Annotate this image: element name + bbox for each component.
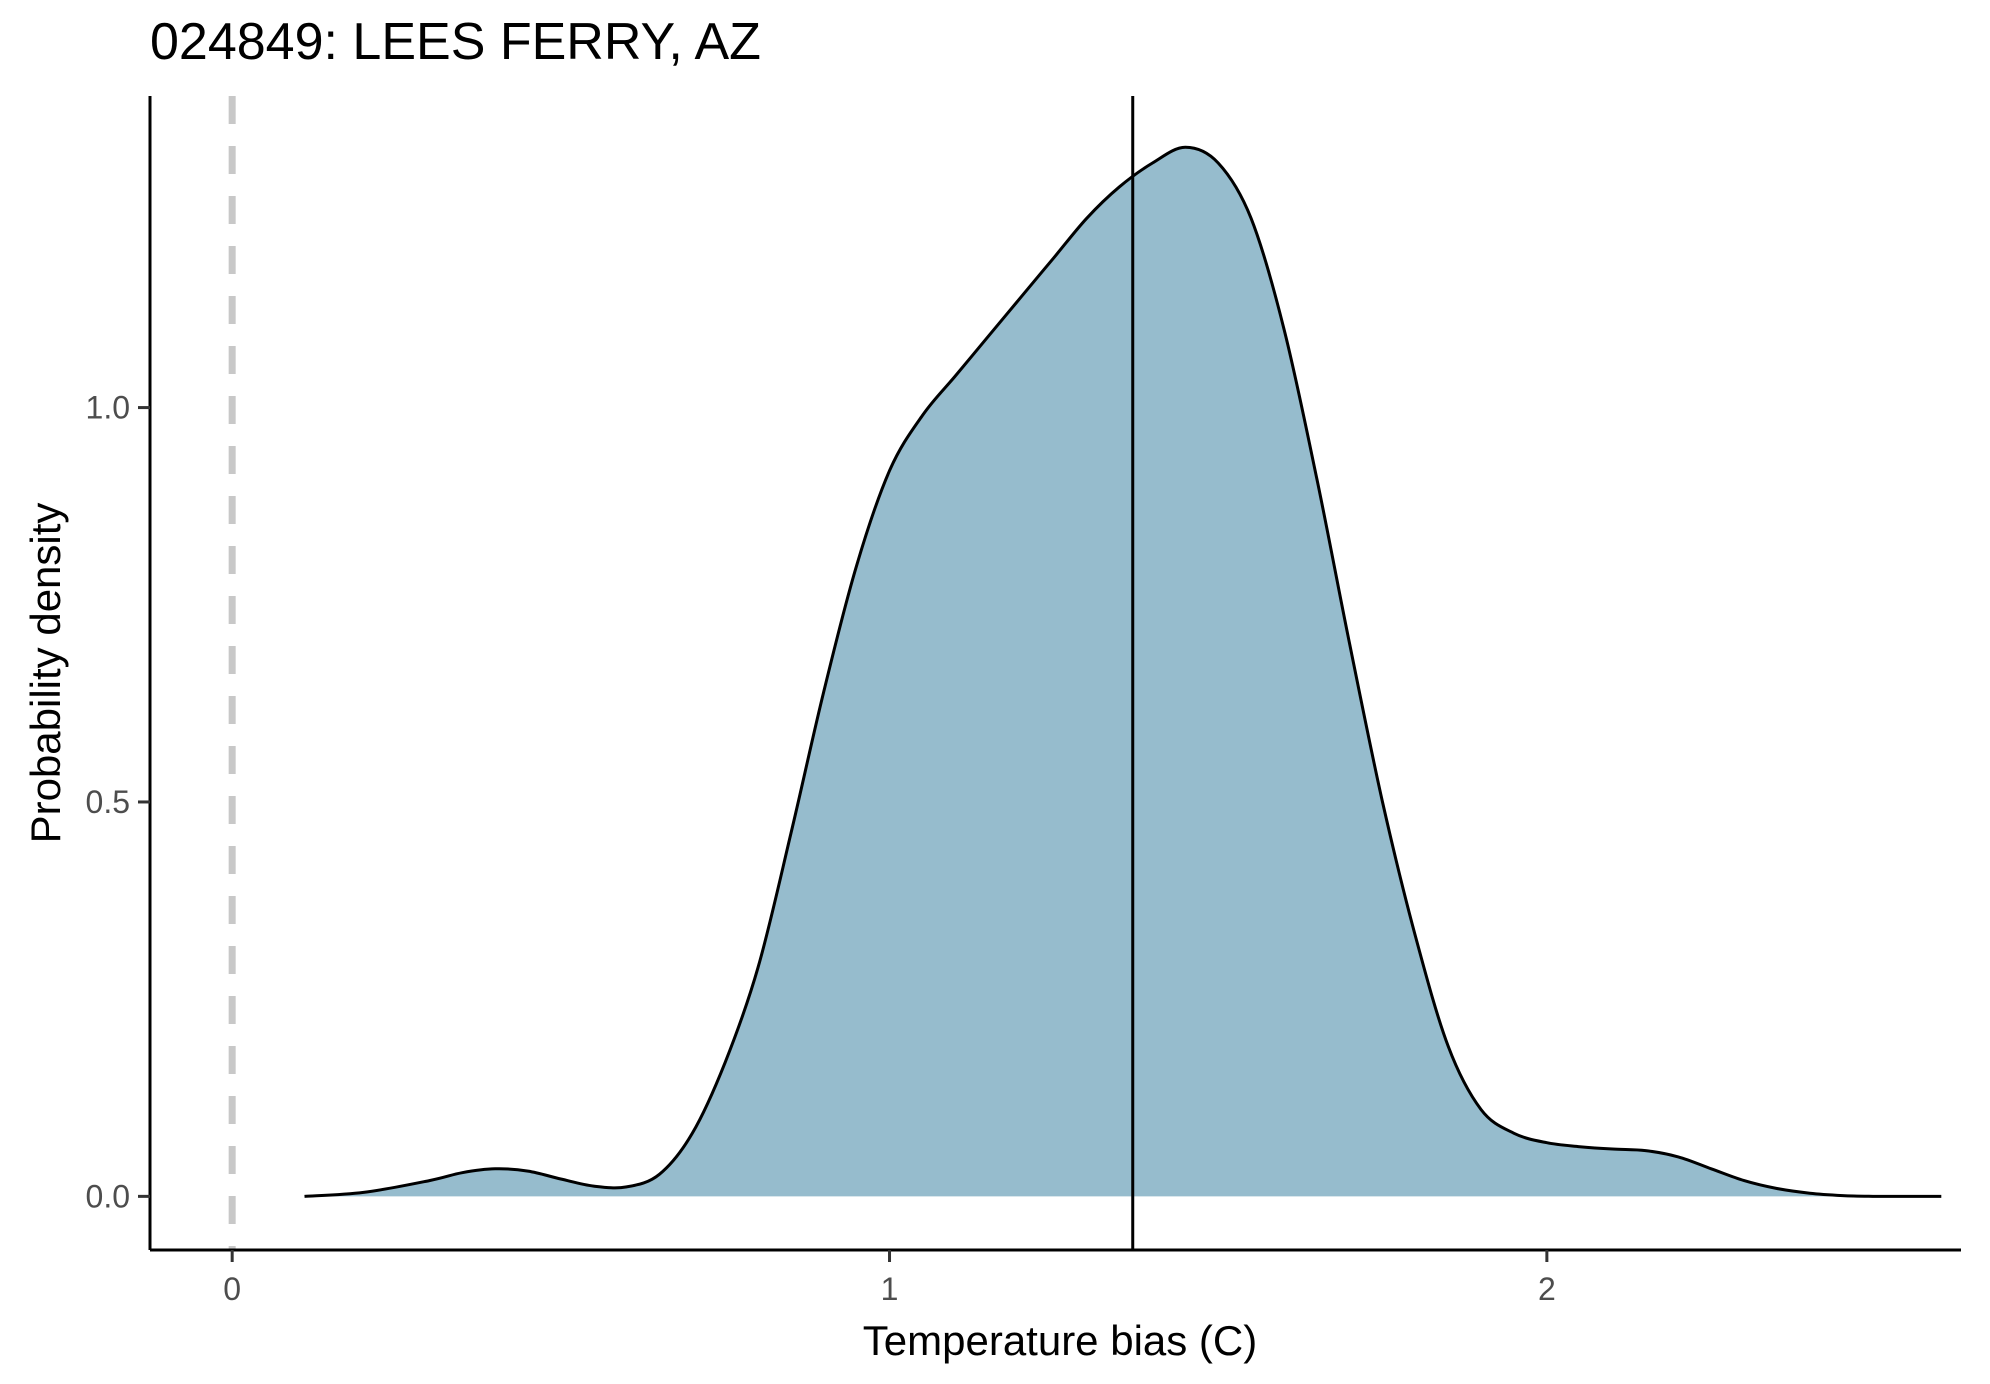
density-layer <box>304 145 1942 1198</box>
x-tick-label: 1 <box>881 1271 899 1307</box>
density-curve <box>304 145 1942 1198</box>
x-axis-title: Temperature bias (C) <box>863 1317 1257 1364</box>
chart-title: 024849: LEES FERRY, AZ <box>150 13 761 71</box>
x-tick-label: 0 <box>223 1271 241 1307</box>
density-fill <box>304 147 1942 1197</box>
y-tick-label: 1.0 <box>86 390 130 426</box>
x-axis-ticks: 0 1 2 <box>223 1250 1556 1307</box>
y-tick-label: 0.0 <box>86 1178 130 1214</box>
y-tick-label: 0.5 <box>86 784 130 820</box>
reference-lines <box>228 96 1135 1250</box>
y-axis-ticks: 0.0 0.5 1.0 <box>86 390 150 1214</box>
y-axis-title: Probability density <box>22 503 69 844</box>
x-tick-label: 2 <box>1538 1271 1556 1307</box>
